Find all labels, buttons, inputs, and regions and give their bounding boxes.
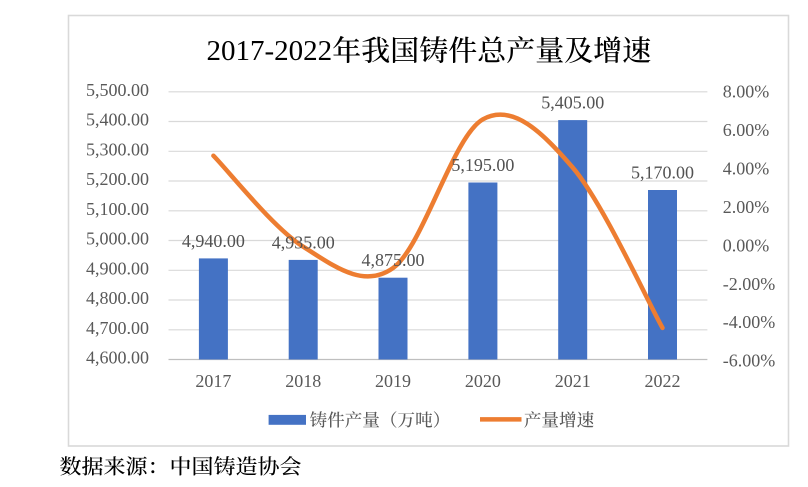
svg-text:4,600.00: 4,600.00 <box>86 348 149 368</box>
svg-text:2021: 2021 <box>555 371 591 391</box>
svg-text:4,940.00: 4,940.00 <box>182 231 245 251</box>
svg-text:2018: 2018 <box>285 371 321 391</box>
svg-text:2017-2022: 2017-2022 <box>207 35 333 67</box>
svg-text:5,100.00: 5,100.00 <box>86 199 149 219</box>
svg-text:5,000.00: 5,000.00 <box>86 229 149 249</box>
svg-text:5,300.00: 5,300.00 <box>86 140 149 160</box>
svg-text:2019: 2019 <box>375 371 411 391</box>
svg-text:5,400.00: 5,400.00 <box>86 110 149 130</box>
svg-text:-2.00%: -2.00% <box>723 274 776 294</box>
svg-text:5,170.00: 5,170.00 <box>631 163 694 183</box>
svg-text:4,800.00: 4,800.00 <box>86 288 149 308</box>
svg-text:2020: 2020 <box>465 371 501 391</box>
svg-text:-6.00%: -6.00% <box>723 351 776 371</box>
svg-text:2022: 2022 <box>645 371 681 391</box>
svg-text:4.00%: 4.00% <box>723 159 770 179</box>
svg-text:2017: 2017 <box>195 371 231 391</box>
svg-text:4,935.00: 4,935.00 <box>272 232 335 252</box>
svg-text:6.00%: 6.00% <box>723 120 770 140</box>
svg-text:4,875.00: 4,875.00 <box>362 250 425 270</box>
svg-text:5,405.00: 5,405.00 <box>541 93 604 113</box>
svg-text:0.00%: 0.00% <box>723 235 770 255</box>
svg-text:-4.00%: -4.00% <box>723 312 776 332</box>
svg-text:8.00%: 8.00% <box>723 82 770 102</box>
svg-text:5,200.00: 5,200.00 <box>86 169 149 189</box>
svg-text:4,700.00: 4,700.00 <box>86 318 149 338</box>
svg-text:5,195.00: 5,195.00 <box>451 155 514 175</box>
svg-text:2.00%: 2.00% <box>723 197 770 217</box>
svg-text:5,500.00: 5,500.00 <box>86 80 149 100</box>
svg-text:4,900.00: 4,900.00 <box>86 259 149 279</box>
